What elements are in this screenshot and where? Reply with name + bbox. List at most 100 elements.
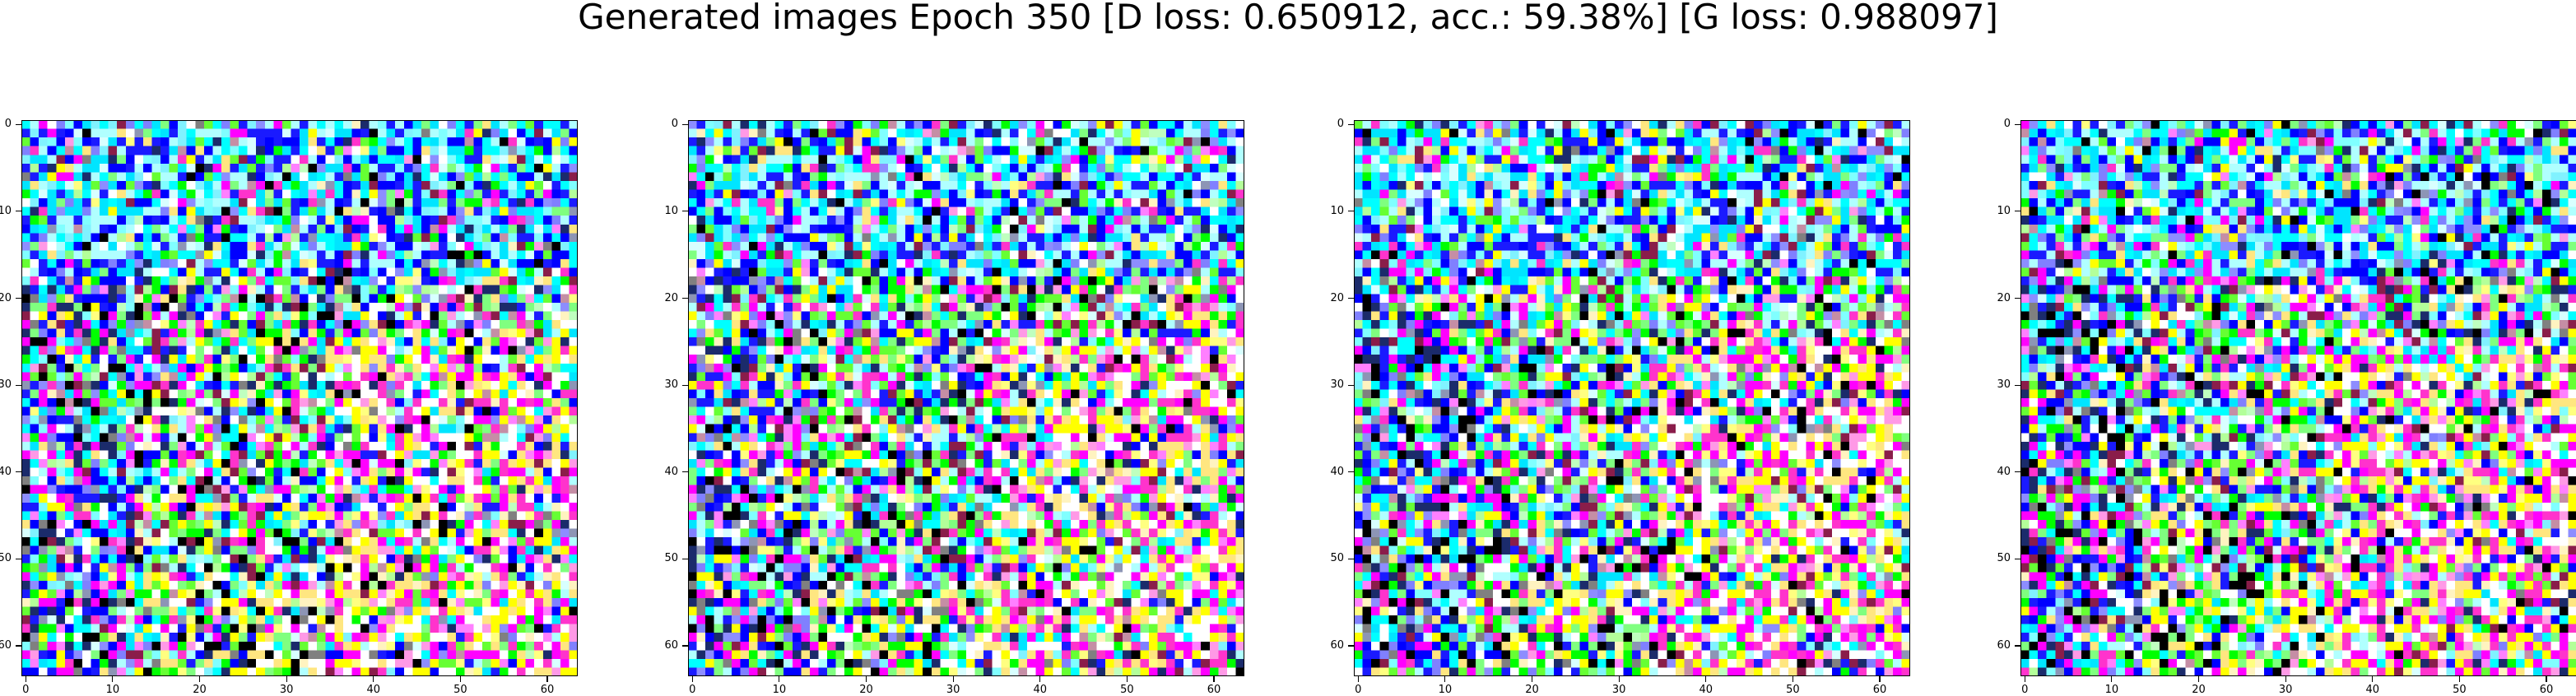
generated-image-3 bbox=[1354, 120, 1910, 676]
y-tick-label: 30 bbox=[1330, 378, 1344, 392]
x-tick-mark bbox=[691, 676, 693, 682]
x-tick-label: 40 bbox=[1033, 684, 1048, 696]
y-tick-label: 40 bbox=[1997, 465, 2011, 478]
x-tick-mark bbox=[1705, 676, 1707, 682]
y-tick-label: 0 bbox=[4, 118, 12, 131]
figure-title: Generated images Epoch 350 [D loss: 0.65… bbox=[578, 0, 1998, 37]
x-tick-label: 60 bbox=[1207, 684, 1221, 696]
x-tick-mark bbox=[459, 676, 461, 682]
y-tick-label: 30 bbox=[664, 378, 678, 392]
x-tick-label: 30 bbox=[279, 684, 294, 696]
y-tick-mark bbox=[682, 297, 688, 299]
generated-image-panel-1: 0 10 20 30 40 50 60 0 10 20 30 40 50 60 bbox=[0, 118, 578, 696]
x-tick-mark bbox=[1213, 676, 1215, 682]
y-tick-label: 0 bbox=[671, 118, 678, 131]
x-tick-label: 50 bbox=[1786, 684, 1800, 696]
x-tick-label: 10 bbox=[1438, 684, 1453, 696]
generated-image-4 bbox=[2020, 120, 2576, 676]
x-tick-label: 20 bbox=[859, 684, 873, 696]
y-tick-mark bbox=[682, 384, 688, 386]
y-tick-label: 0 bbox=[2003, 118, 2011, 131]
x-tick-mark bbox=[1618, 676, 1620, 682]
x-tick-mark bbox=[2458, 676, 2460, 682]
y-tick-label: 10 bbox=[1330, 204, 1344, 217]
y-tick-mark bbox=[2015, 645, 2020, 647]
x-tick-mark bbox=[1444, 676, 1446, 682]
y-tick-mark bbox=[682, 645, 688, 647]
y-tick-mark bbox=[2015, 384, 2020, 386]
y-tick-label: 50 bbox=[0, 552, 12, 565]
y-tick-mark bbox=[2015, 471, 2020, 473]
generated-image-panel-4: 0 10 20 30 40 50 60 0 10 20 30 40 50 60 bbox=[1997, 118, 2576, 696]
x-tick-mark bbox=[198, 676, 201, 682]
y-tick-label: 20 bbox=[1330, 291, 1344, 304]
y-tick-mark bbox=[1348, 297, 1354, 299]
y-tick-mark bbox=[16, 471, 21, 473]
y-tick-label: 10 bbox=[0, 204, 12, 217]
x-tick-label: 60 bbox=[540, 684, 555, 696]
x-tick-label: 40 bbox=[2365, 684, 2380, 696]
x-tick-label: 10 bbox=[105, 684, 120, 696]
y-tick-mark bbox=[682, 123, 688, 125]
generated-image-2 bbox=[688, 120, 1244, 676]
x-tick-mark bbox=[865, 676, 867, 682]
y-tick-label: 10 bbox=[664, 204, 678, 217]
y-tick-label: 20 bbox=[1997, 291, 2011, 304]
y-tick-label: 30 bbox=[0, 378, 12, 392]
x-tick-label: 50 bbox=[453, 684, 467, 696]
y-tick-label: 20 bbox=[0, 291, 12, 304]
x-tick-label: 60 bbox=[1872, 684, 1887, 696]
x-tick-label: 0 bbox=[689, 684, 696, 696]
y-tick-mark bbox=[16, 645, 21, 647]
x-tick-mark bbox=[112, 676, 114, 682]
y-tick-mark bbox=[682, 471, 688, 473]
x-tick-mark bbox=[1879, 676, 1881, 682]
x-tick-mark bbox=[286, 676, 287, 682]
x-tick-mark bbox=[2285, 676, 2286, 682]
x-tick-label: 30 bbox=[1611, 684, 1626, 696]
x-tick-label: 20 bbox=[2192, 684, 2206, 696]
generated-image-1 bbox=[21, 120, 578, 676]
y-tick-label: 50 bbox=[664, 552, 678, 565]
y-tick-mark bbox=[1348, 471, 1354, 473]
x-tick-label: 20 bbox=[193, 684, 207, 696]
y-tick-label: 0 bbox=[1337, 118, 1344, 131]
x-tick-label: 10 bbox=[2104, 684, 2119, 696]
x-tick-label: 50 bbox=[2453, 684, 2467, 696]
y-tick-label: 60 bbox=[1330, 639, 1344, 652]
x-tick-mark bbox=[1039, 676, 1041, 682]
y-tick-label: 40 bbox=[0, 465, 12, 478]
x-tick-label: 0 bbox=[2021, 684, 2029, 696]
y-tick-mark bbox=[16, 123, 21, 125]
y-tick-label: 60 bbox=[1997, 639, 2011, 652]
y-tick-label: 50 bbox=[1330, 552, 1344, 565]
x-tick-mark bbox=[1126, 676, 1128, 682]
x-tick-label: 40 bbox=[366, 684, 381, 696]
y-tick-label: 10 bbox=[1997, 204, 2011, 217]
x-tick-mark bbox=[546, 676, 548, 682]
generated-image-panel-2: 0 10 20 30 40 50 60 0 10 20 30 40 50 60 bbox=[664, 118, 1244, 696]
y-tick-mark bbox=[16, 297, 21, 299]
x-tick-mark bbox=[373, 676, 374, 682]
y-tick-label: 40 bbox=[664, 465, 678, 478]
x-tick-mark bbox=[1357, 676, 1359, 682]
x-tick-mark bbox=[2372, 676, 2374, 682]
x-tick-mark bbox=[2111, 676, 2113, 682]
y-tick-label: 40 bbox=[1330, 465, 1344, 478]
y-tick-mark bbox=[16, 384, 21, 386]
x-tick-label: 50 bbox=[1120, 684, 1134, 696]
x-tick-mark bbox=[952, 676, 954, 682]
x-tick-label: 20 bbox=[1525, 684, 1539, 696]
x-tick-label: 0 bbox=[1355, 684, 1362, 696]
x-tick-label: 60 bbox=[2539, 684, 2554, 696]
y-tick-mark bbox=[1348, 384, 1354, 386]
x-tick-mark bbox=[2197, 676, 2200, 682]
x-tick-label: 40 bbox=[1699, 684, 1713, 696]
y-tick-mark bbox=[1348, 645, 1354, 647]
x-tick-label: 0 bbox=[22, 684, 30, 696]
x-tick-label: 10 bbox=[772, 684, 787, 696]
y-tick-mark bbox=[2015, 297, 2020, 299]
y-tick-label: 50 bbox=[1997, 552, 2011, 565]
generated-image-panel-3: 0 10 20 30 40 50 60 0 10 20 30 40 50 60 bbox=[1330, 118, 1910, 696]
y-tick-mark bbox=[2015, 123, 2020, 125]
